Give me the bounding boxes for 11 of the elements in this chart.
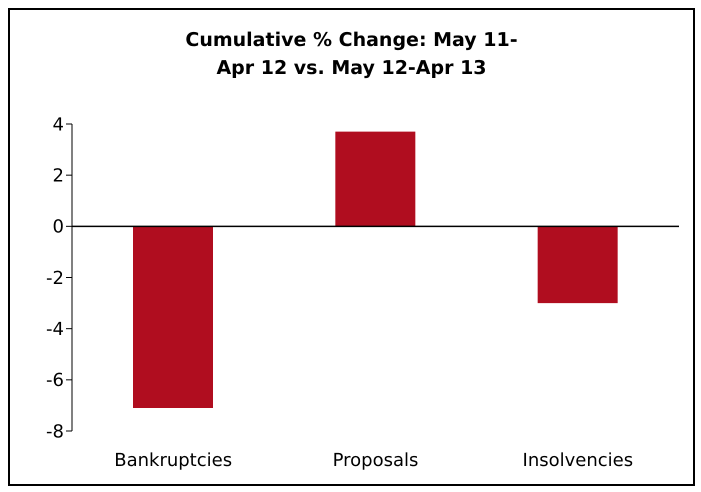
x-tick-label: Bankruptcies [114, 450, 232, 471]
y-tick-label: 0 [52, 216, 64, 238]
x-tick-label: Proposals [332, 450, 418, 471]
y-tick-label: -6 [46, 370, 64, 392]
y-tick-label: -8 [46, 421, 64, 442]
y-tick-label: 4 [52, 114, 64, 136]
x-tick-label: Insolvencies [522, 450, 634, 471]
y-tick-label: 2 [52, 166, 64, 187]
y-tick-label: -2 [46, 268, 64, 289]
y-tick-label: -4 [46, 319, 64, 340]
chart-title: Cumulative % Change: May 11-Apr 12 vs. May 12-Apr 13 [184, 28, 519, 81]
